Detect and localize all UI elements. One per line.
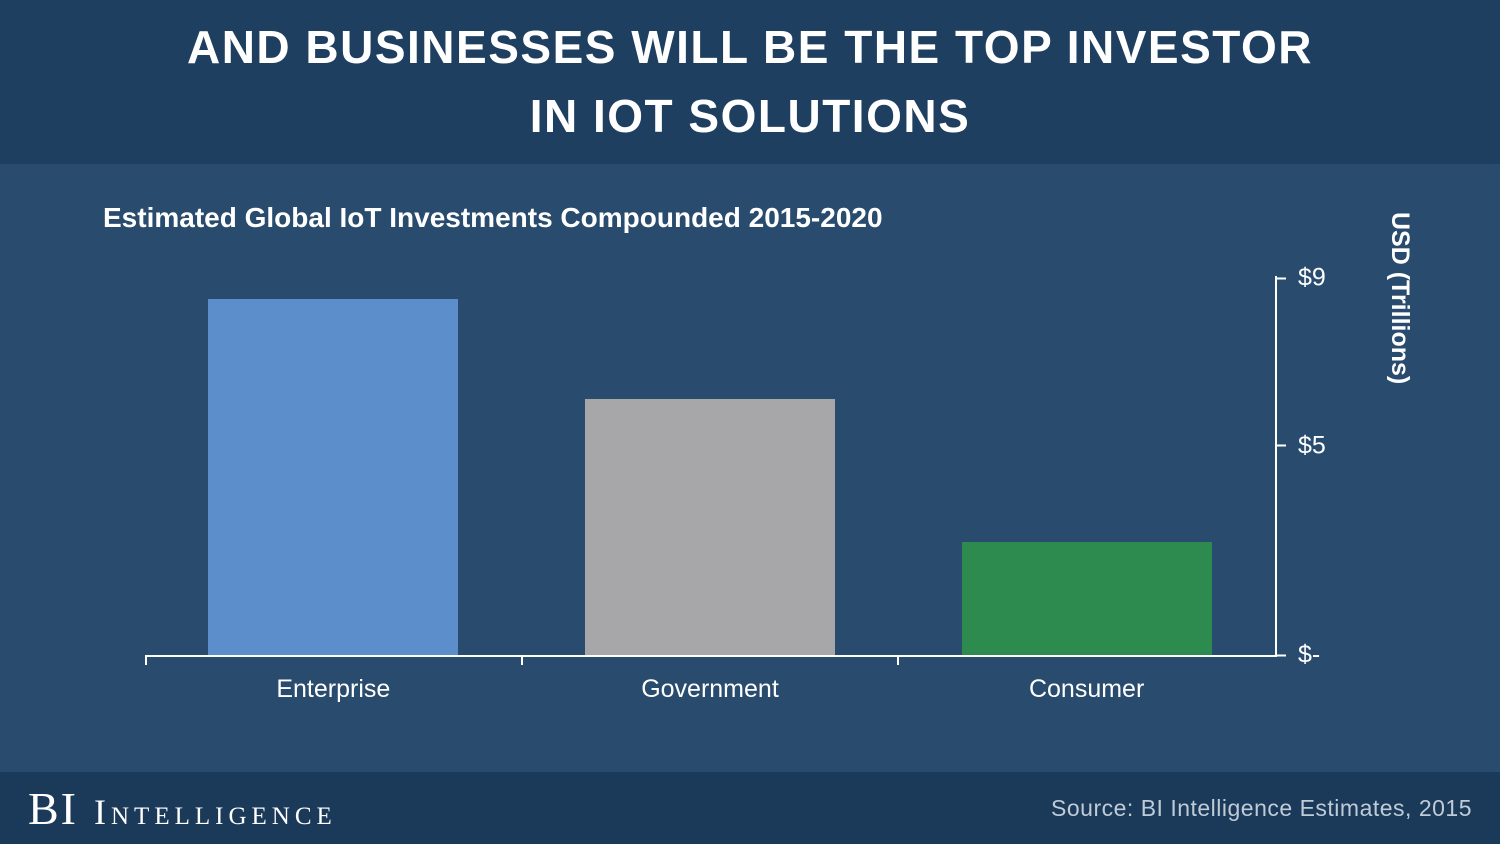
y-tick-mark: [1277, 654, 1286, 656]
x-axis-line: [145, 655, 1277, 657]
bar-group-government: Government: [522, 278, 899, 703]
page-title: AND BUSINESSES WILL BE THE TOP INVESTOR …: [186, 21, 1314, 142]
y-axis-line: [1275, 276, 1277, 657]
logo-intelligence-text: Intelligence: [94, 791, 337, 832]
bar-group-enterprise: Enterprise: [145, 278, 522, 703]
y-axis-title: USD (Trillions): [1386, 212, 1414, 385]
y-tick-label: $-: [1298, 640, 1321, 669]
footer-bar: BI Intelligence Source: BI Intelligence …: [0, 772, 1500, 844]
bi-intelligence-logo: BI Intelligence: [28, 782, 337, 835]
y-tick-label: $9: [1298, 263, 1326, 292]
x-axis-tick: [520, 655, 523, 665]
y-axis-tick-0: $-: [1277, 641, 1320, 670]
y-tick-mark: [1277, 277, 1286, 279]
x-axis-tick: [897, 655, 900, 665]
x-axis-tick: [145, 655, 147, 665]
logo-bi-text: BI: [28, 782, 78, 834]
chart-subtitle: Estimated Global IoT Investments Compoun…: [103, 202, 883, 233]
y-tick-mark: [1277, 444, 1286, 447]
category-label-government: Government: [641, 675, 779, 703]
y-axis-tick-9: $9: [1277, 264, 1326, 293]
title-banner: AND BUSINESSES WILL BE THE TOP INVESTOR …: [0, 0, 1500, 164]
bar-group-consumer: Consumer: [898, 278, 1275, 703]
category-label-enterprise: Enterprise: [276, 675, 391, 703]
y-tick-label: $5: [1298, 431, 1326, 460]
bar-enterprise: [208, 298, 459, 655]
bar-series: Enterprise Government Consumer: [145, 278, 1275, 703]
bar-consumer: [961, 541, 1212, 655]
bar-chart: Enterprise Government Consumer $9 $5: [145, 264, 1326, 703]
source-attribution: Source: BI Intelligence Estimates, 2015: [1051, 794, 1472, 821]
y-axis-tick-5: $5: [1277, 431, 1326, 460]
category-label-consumer: Consumer: [1028, 675, 1145, 703]
bar-government: [584, 399, 835, 655]
